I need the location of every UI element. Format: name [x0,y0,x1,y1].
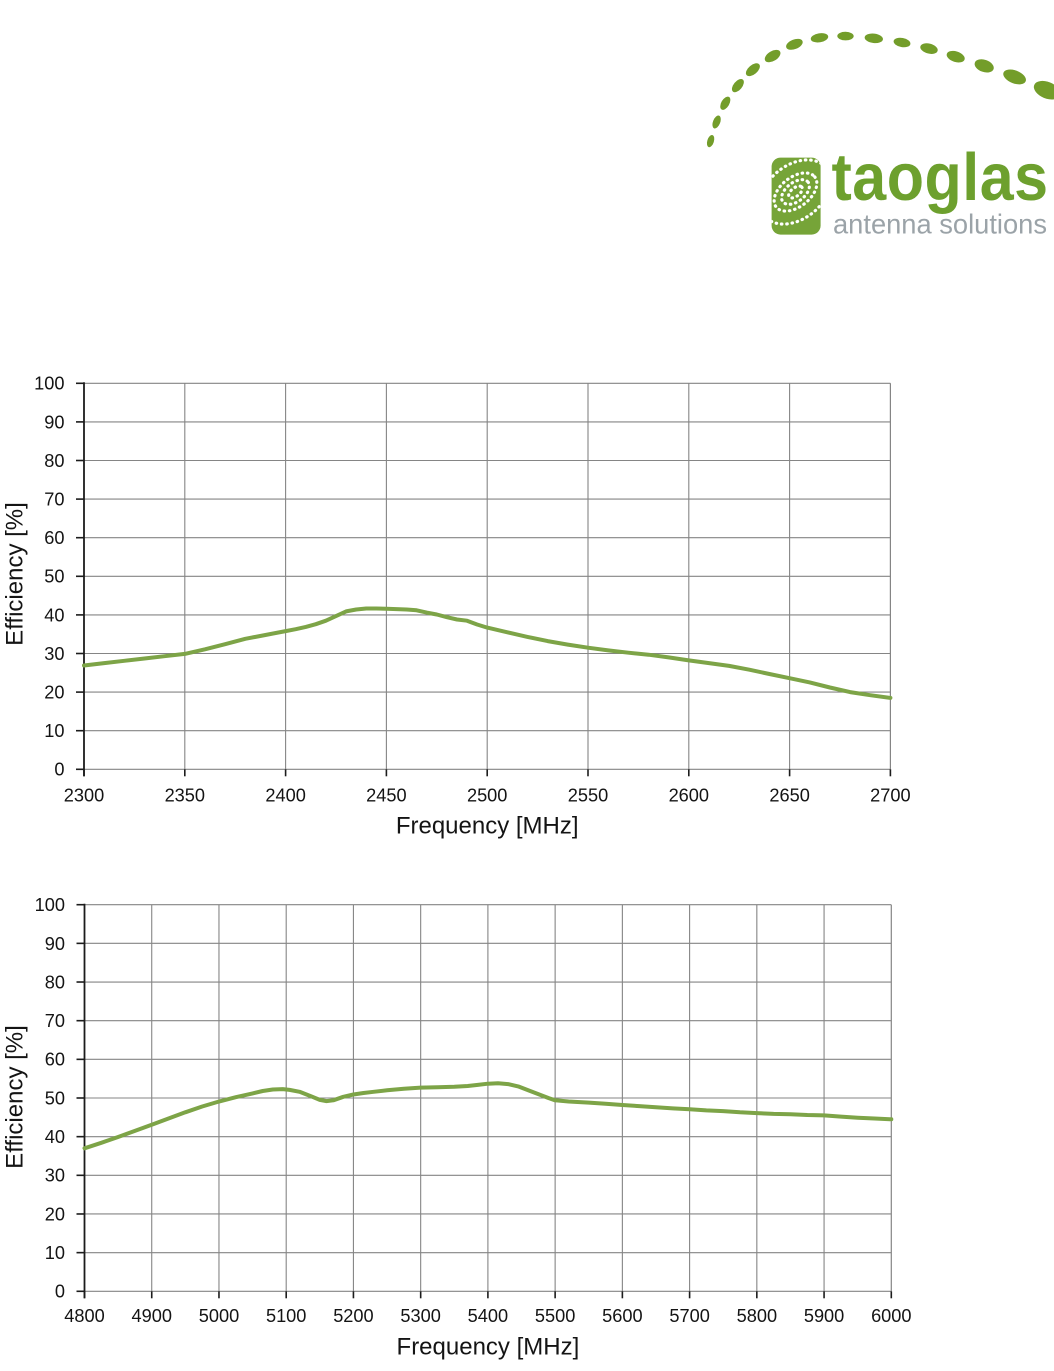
svg-text:4900: 4900 [131,1306,171,1326]
svg-text:80: 80 [45,972,65,992]
svg-text:6000: 6000 [871,1306,911,1326]
svg-text:60: 60 [44,528,64,548]
svg-text:90: 90 [45,934,65,954]
svg-text:2700: 2700 [870,785,910,805]
svg-text:Efficiency [%]: Efficiency [%] [2,1025,29,1169]
svg-text:100: 100 [34,374,64,394]
svg-text:5900: 5900 [804,1306,844,1326]
svg-text:5100: 5100 [266,1306,306,1326]
svg-text:70: 70 [45,1011,65,1031]
svg-text:2550: 2550 [568,785,608,805]
svg-text:Efficiency [%]: Efficiency [%] [2,502,29,646]
svg-text:2500: 2500 [467,785,507,805]
svg-text:Frequency [MHz]: Frequency [MHz] [396,813,579,840]
svg-text:2650: 2650 [769,785,809,805]
svg-text:70: 70 [44,490,64,510]
svg-text:taoglas: taoglas [832,140,1049,215]
svg-text:5700: 5700 [669,1306,709,1326]
svg-text:0: 0 [55,1282,65,1302]
svg-text:antenna solutions: antenna solutions [833,209,1047,240]
svg-text:Frequency [MHz]: Frequency [MHz] [397,1333,580,1360]
svg-text:5500: 5500 [535,1306,575,1326]
svg-text:20: 20 [44,683,64,703]
svg-text:50: 50 [44,567,64,587]
svg-text:10: 10 [44,721,64,741]
svg-text:10: 10 [45,1243,65,1263]
svg-text:40: 40 [45,1127,65,1147]
svg-text:40: 40 [44,605,64,625]
svg-text:2400: 2400 [265,785,305,805]
svg-text:30: 30 [45,1166,65,1186]
svg-text:2600: 2600 [669,785,709,805]
svg-text:2450: 2450 [366,785,406,805]
svg-text:5200: 5200 [333,1306,373,1326]
svg-text:90: 90 [44,412,64,432]
svg-text:2300: 2300 [64,785,104,805]
svg-text:20: 20 [45,1204,65,1224]
svg-text:5300: 5300 [400,1306,440,1326]
svg-text:100: 100 [35,895,65,915]
svg-text:30: 30 [44,644,64,664]
svg-text:60: 60 [45,1050,65,1070]
svg-text:50: 50 [45,1088,65,1108]
svg-text:4800: 4800 [64,1306,104,1326]
svg-text:80: 80 [44,451,64,471]
svg-text:2350: 2350 [165,785,205,805]
svg-text:5800: 5800 [737,1306,777,1326]
svg-text:5000: 5000 [199,1306,239,1326]
svg-text:5400: 5400 [468,1306,508,1326]
svg-text:5600: 5600 [602,1306,642,1326]
svg-text:0: 0 [54,760,64,780]
